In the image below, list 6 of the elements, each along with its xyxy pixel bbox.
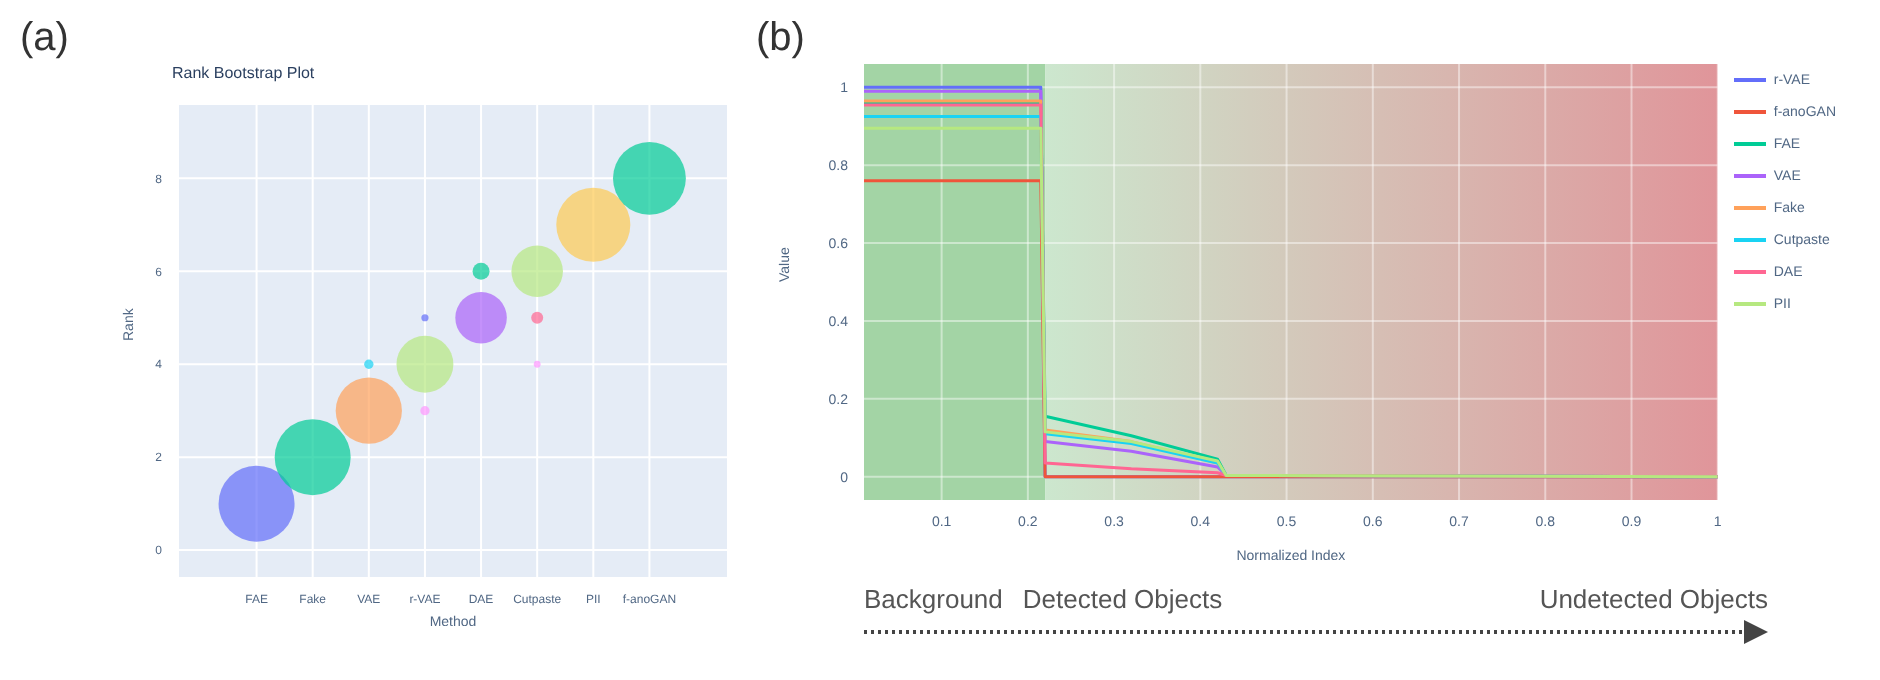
text: Background (864, 584, 1003, 614)
text: Detected Objects (1022, 584, 1223, 614)
chart-title: Rank Bootstrap Plot (172, 64, 315, 82)
text: (b) (756, 16, 805, 62)
text: Undetected Objects (1539, 584, 1768, 614)
text: (a) (20, 16, 69, 62)
